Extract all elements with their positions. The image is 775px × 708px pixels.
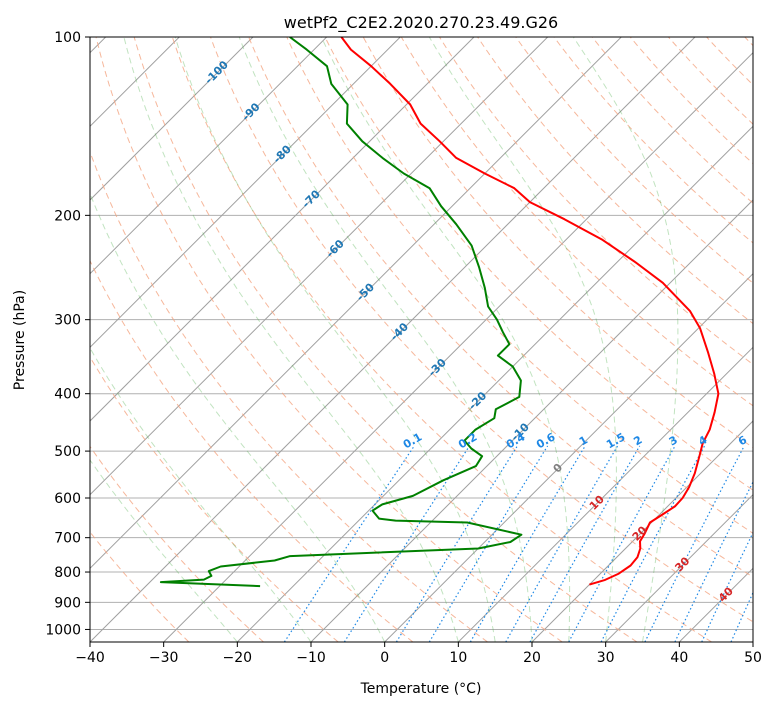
dry-adiabat (400, 37, 753, 407)
dry-adiabat (438, 37, 753, 366)
dry-adiabat (210, 37, 753, 623)
y-tick-label: 600 (54, 491, 81, 507)
moist-adiabat (320, 37, 571, 642)
dry-adiabat (90, 356, 339, 642)
dry-adiabat (90, 150, 488, 642)
isotherm-line (90, 37, 328, 275)
y-tick-label: 300 (54, 313, 81, 329)
x-tick-label: 30 (597, 650, 615, 666)
isotherm-line (236, 125, 753, 642)
profile-series (159, 37, 720, 588)
x-tick-label: −30 (149, 650, 179, 666)
y-axis: 100 200 300 400 500 600 700 800 900 1000 (45, 30, 90, 638)
isotherm-line (90, 37, 254, 201)
y-tick-label: 400 (54, 387, 81, 403)
temperature-line (340, 37, 720, 586)
dry-adiabat (90, 445, 264, 642)
pressure-grid (90, 37, 753, 630)
x-tick-label: −40 (75, 650, 105, 666)
y-axis-label: Pressure (hPa) (12, 290, 28, 390)
y-tick-label: 800 (54, 565, 81, 581)
y-tick-label: 1000 (45, 622, 81, 638)
isotherm-line (90, 37, 475, 422)
mixing-ratio-line (343, 445, 471, 642)
x-tick-label: 40 (670, 650, 688, 666)
dewpoint-line (159, 37, 523, 588)
plot-frame (89, 36, 754, 643)
y-tick-label: 900 (54, 595, 81, 611)
dry-adiabat (553, 37, 753, 244)
chart-title: wetPf2_C2E2.2020.270.23.49.G26 (284, 13, 558, 33)
mixing-ratio-line (283, 445, 415, 642)
x-axis-label: Temperature (°C) (360, 681, 482, 697)
plot-area: -100-90-80-70-60-50-40-30-20-10010203040… (90, 37, 753, 642)
isotherm-line (384, 272, 753, 642)
y-tick-label: 200 (54, 208, 81, 224)
y-tick-label: 700 (54, 531, 81, 547)
mixing-ratio-line (674, 480, 753, 642)
dry-adiabat (90, 259, 414, 642)
mixing-ratio-line (428, 445, 549, 642)
dry-adiabat (476, 37, 753, 325)
x-tick-label: 20 (523, 650, 541, 666)
x-tick-label: −20 (223, 650, 253, 666)
dry-adiabat (362, 37, 753, 449)
mixing-ratio-line (529, 445, 641, 642)
x-tick-label: 10 (449, 650, 467, 666)
isotherm-lines (90, 37, 753, 642)
x-tick-label: 50 (744, 650, 762, 666)
x-tick-label: 0 (380, 650, 389, 666)
dry-adiabat (95, 37, 563, 642)
x-tick-label: −10 (296, 650, 326, 666)
dry-adiabat (171, 37, 712, 642)
moist-adiabat (123, 37, 459, 642)
dry-adiabats (90, 37, 753, 642)
y-tick-label: 100 (54, 30, 81, 46)
isotherm-line (605, 493, 753, 642)
dry-adiabat (324, 37, 753, 491)
moist-adiabat (572, 37, 679, 642)
moist-adiabat (238, 37, 533, 642)
isotherm-line (531, 420, 753, 642)
isotherm-line (310, 199, 753, 642)
mixing-ratio-line (469, 445, 586, 642)
isotherm-line (90, 37, 623, 570)
isotherm-line (90, 37, 402, 349)
isotherm-line (163, 51, 753, 642)
dry-adiabat (248, 37, 753, 578)
dry-adiabat (286, 37, 753, 534)
x-axis: −40 −30 −20 −10 0 10 20 30 40 50 (75, 642, 762, 666)
mixing-ratio-lines (283, 445, 753, 642)
mixing-ratio-line (644, 445, 745, 642)
isotherm-line (90, 37, 696, 642)
mixing-ratio-line (701, 531, 753, 642)
moist-adiabat (90, 192, 386, 642)
dry-adiabat (133, 37, 638, 642)
moist-adiabat (90, 347, 312, 642)
y-tick-label: 500 (54, 444, 81, 460)
isotherm-line (90, 37, 549, 496)
moist-adiabat (90, 459, 238, 642)
moist-adiabat (174, 37, 496, 642)
mixing-ratio-line (395, 445, 518, 642)
dry-adiabat (591, 37, 753, 204)
